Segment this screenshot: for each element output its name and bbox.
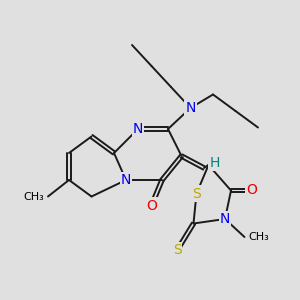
Text: N: N	[220, 212, 230, 226]
Text: N: N	[185, 101, 196, 115]
Text: S: S	[192, 187, 201, 200]
Text: S: S	[172, 244, 182, 257]
Text: O: O	[247, 184, 257, 197]
Text: H: H	[209, 156, 220, 170]
Text: O: O	[146, 199, 157, 212]
Text: CH₃: CH₃	[24, 191, 44, 202]
Text: N: N	[133, 122, 143, 136]
Text: N: N	[121, 173, 131, 187]
Text: CH₃: CH₃	[248, 232, 269, 242]
